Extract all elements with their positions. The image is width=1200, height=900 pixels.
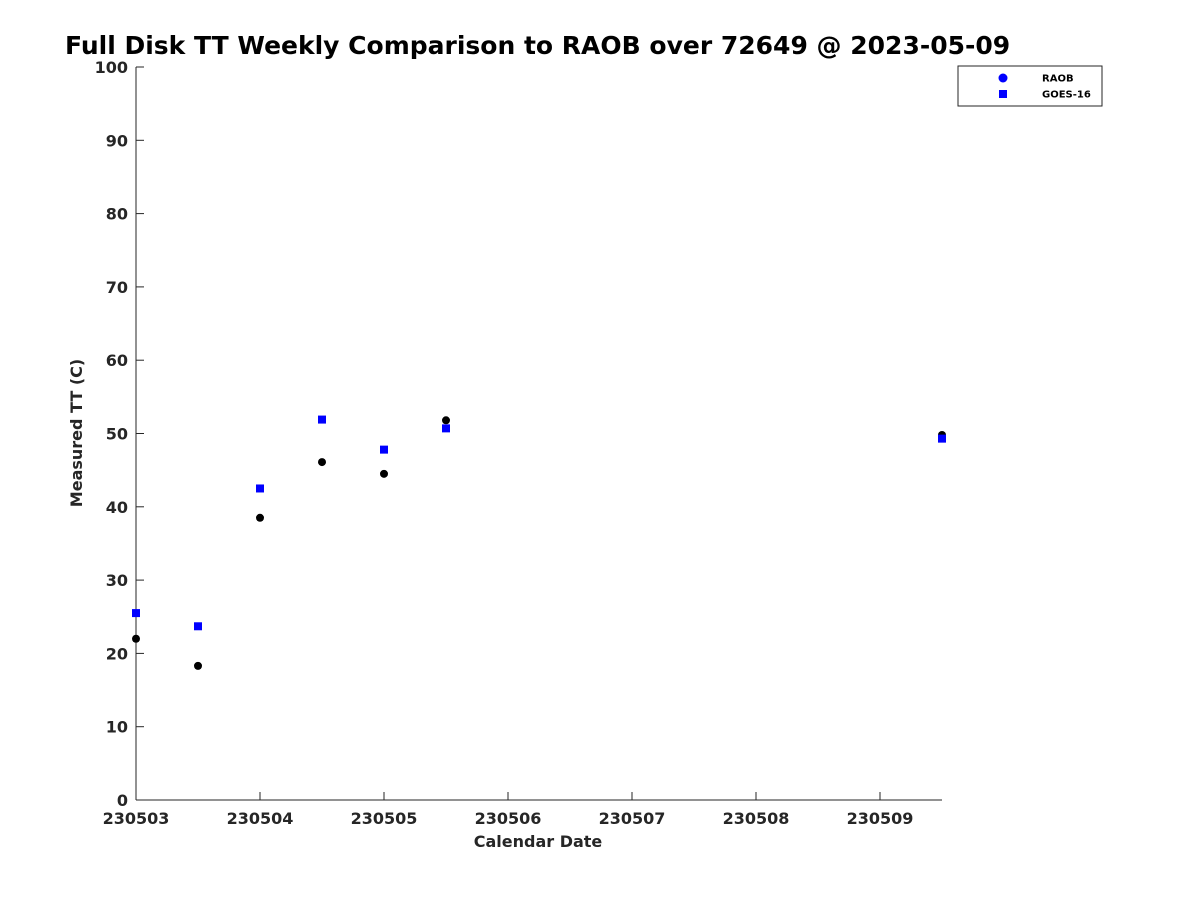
x-tick-label: 230507 — [599, 809, 666, 828]
y-tick-label: 30 — [106, 571, 128, 590]
x-tick-label: 230509 — [847, 809, 914, 828]
y-axis-label: Measured TT (C) — [67, 359, 86, 507]
y-tick-label: 40 — [106, 498, 128, 517]
raob-point — [442, 416, 450, 425]
legend: RAOB GOES-16 — [957, 65, 1103, 107]
legend-marker-raob — [998, 73, 1008, 83]
goes-16-point — [380, 445, 388, 454]
raob-point — [380, 469, 388, 478]
x-axis-label: Calendar Date — [474, 832, 603, 851]
x-tick-label: 230503 — [103, 809, 170, 828]
x-axis-ticks: 230503 230504 230505 230506 230507 230508 2305… — [103, 792, 914, 828]
legend-marker-goes-16 — [999, 90, 1007, 98]
goes-16-point — [442, 424, 450, 433]
goes-16-point — [194, 622, 202, 631]
y-tick-label: 70 — [106, 278, 128, 297]
legend-label: GOES-16 — [1042, 90, 1091, 101]
y-tick-label: 20 — [106, 644, 128, 663]
x-tick-label: 230504 — [227, 809, 294, 828]
goes-16-point — [938, 434, 946, 443]
y-tick-label: 10 — [106, 718, 128, 737]
raob-point — [256, 513, 264, 522]
y-tick-label: 100 — [95, 58, 128, 77]
raob-point — [132, 634, 140, 643]
data-points — [132, 415, 946, 670]
x-tick-label: 230505 — [351, 809, 418, 828]
goes-16-point — [132, 609, 140, 618]
goes-16-point — [318, 415, 326, 424]
y-tick-label: 80 — [106, 205, 128, 224]
chart-title: Full Disk TT Weekly Comparison to RAOB o… — [65, 31, 1010, 60]
y-tick-label: 0 — [117, 791, 128, 810]
raob-point — [194, 661, 202, 670]
goes-16-point — [256, 484, 264, 493]
x-tick-label: 230506 — [475, 809, 542, 828]
y-axis-ticks: 0 10 20 30 40 50 60 70 80 90 100 — [95, 58, 144, 810]
y-tick-label: 60 — [106, 351, 128, 370]
y-tick-label: 50 — [106, 425, 128, 444]
x-tick-label: 230508 — [723, 809, 790, 828]
raob-point — [318, 458, 326, 467]
y-tick-label: 90 — [106, 131, 128, 150]
legend-label: RAOB — [1042, 74, 1074, 85]
legend-box — [957, 65, 1103, 107]
